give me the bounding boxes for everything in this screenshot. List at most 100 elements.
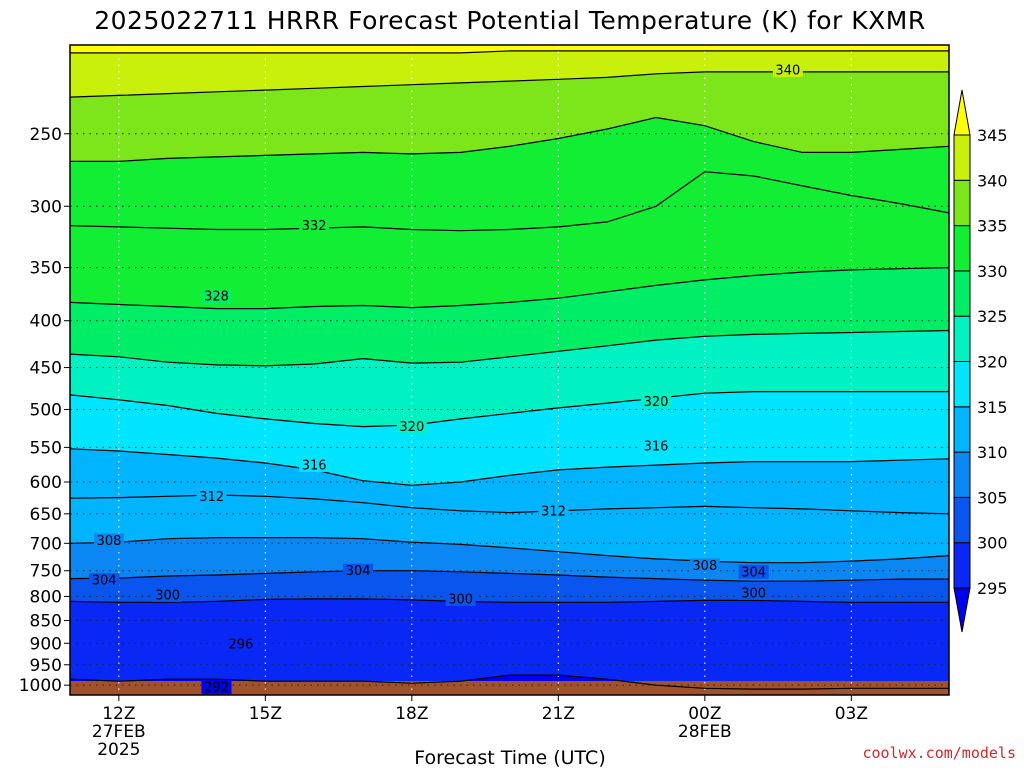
- fill-band-10: [70, 117, 949, 231]
- fill-band-1: [70, 598, 949, 690]
- colorbar-label-335: 335: [977, 217, 1008, 236]
- contour-label-320-4: 320: [399, 420, 424, 435]
- contour-label-bg-16: [738, 585, 769, 600]
- contour-label-bg-14: [152, 587, 183, 602]
- y-tick-label-700: 700: [30, 534, 62, 554]
- fill-band-8: [70, 267, 949, 366]
- fill-band-4: [70, 495, 949, 563]
- colorbar-label-295: 295: [977, 579, 1008, 598]
- y-tick-label-500: 500: [30, 400, 62, 420]
- contour-label-304-13: 304: [92, 574, 117, 589]
- isentrope-320: [70, 391, 949, 428]
- x-tick-label-21Z: 21Z: [542, 704, 575, 724]
- colorbar-segment-305-310: [953, 451, 971, 498]
- fill-band-7: [70, 330, 949, 427]
- colorbar-extend-bottom: [953, 587, 971, 633]
- fill-band-12: [70, 50, 949, 98]
- x-tick-label-03Z: 03Z: [835, 704, 868, 724]
- contour-label-bg-1: [299, 218, 330, 233]
- contour-label-328-2: 328: [204, 290, 229, 305]
- x-tick-label-18Z: 18Z: [395, 704, 428, 724]
- isentrope-332: [70, 171, 949, 232]
- y-tick-label-900: 900: [30, 634, 62, 654]
- contour-label-bg-9: [94, 533, 125, 548]
- x-tick-date-00Z: 28FEB: [678, 722, 732, 742]
- plot-frame: [69, 44, 950, 696]
- y-tick-label-750: 750: [30, 562, 62, 582]
- contour-label-304-11: 304: [346, 564, 371, 579]
- colorbar-label-330: 330: [977, 262, 1008, 281]
- contour-label-296-17: 296: [229, 638, 254, 653]
- contour-label-bg-4: [396, 419, 427, 434]
- colorbar: 295 300 305 310 315 320 325 330 335 340 345: [953, 89, 1008, 633]
- fill-band-13: [70, 45, 949, 53]
- y-tick-label-950: 950: [30, 656, 62, 676]
- ground-surface: [70, 681, 949, 695]
- colorbar-label-300: 300: [977, 534, 1008, 553]
- colorbar-label-345: 345: [977, 126, 1008, 145]
- contour-label-300-14: 300: [155, 588, 180, 603]
- isentrope-336: [70, 116, 949, 162]
- contour-label-bg-15: [445, 591, 476, 606]
- contour-label-316-6: 316: [302, 459, 327, 474]
- contour-label-340-0: 340: [775, 64, 800, 79]
- contour-label-300-15: 300: [448, 592, 473, 607]
- contour-label-304-12: 304: [741, 565, 766, 580]
- chart-title: 2025022711 HRRR Forecast Potential Tempe…: [94, 6, 926, 35]
- contour-label-bg-6: [299, 458, 330, 473]
- plot-area: 340 332 328 320 320 316 316 312 312 308 308 304 304 3…: [69, 44, 950, 696]
- contour-label-332-1: 332: [302, 219, 327, 234]
- isentrope-304: [70, 570, 949, 582]
- colorbar-segment-295-300: [953, 542, 971, 589]
- y-tick-label-350: 350: [30, 259, 62, 279]
- y-tick-label-400: 400: [30, 312, 62, 332]
- colorbar-segment-300-305: [953, 496, 971, 544]
- contour-label-bg-13: [89, 573, 120, 588]
- contour-label-308-10: 308: [692, 559, 717, 574]
- contour-label-bg-17: [225, 637, 256, 652]
- colorbar-segment-335-340: [953, 179, 971, 227]
- fill-band-3: [70, 537, 949, 582]
- contour-labels: 340 332 328 320 320 316 316 312 312 308 308 304 304 3…: [89, 63, 803, 696]
- colorbar-extend-top: [953, 89, 971, 136]
- y-tick-label-800: 800: [30, 587, 62, 607]
- fill-band-9: [70, 171, 949, 309]
- y-tick-label-550: 550: [30, 438, 62, 458]
- contour-label-292-18: 292: [204, 681, 229, 696]
- colorbar-segment-310-315: [953, 406, 971, 453]
- contour-label-bg-3: [641, 394, 671, 409]
- contour-label-bg-8: [538, 503, 569, 518]
- y-tick-label-600: 600: [30, 473, 62, 493]
- y-tick-label-650: 650: [30, 505, 62, 525]
- isentrope-316: [70, 448, 949, 486]
- isentrope-308: [70, 537, 949, 564]
- contour-label-316-5: 316: [644, 439, 669, 454]
- fill-band-11: [70, 71, 949, 162]
- contour-label-bg-12: [738, 564, 769, 579]
- contour-label-300-16: 300: [741, 586, 766, 601]
- y-tick-label-450: 450: [30, 359, 62, 379]
- contour-label-bg-0: [772, 63, 803, 78]
- colorbar-label-320: 320: [977, 353, 1008, 372]
- colorbar-segment-315-320: [953, 361, 971, 408]
- isentrope-296: [70, 674, 949, 690]
- contour-label-bg-18: [201, 680, 232, 695]
- colorbar-segment-320-325: [953, 315, 971, 363]
- colorbar-segment-340-345: [953, 134, 971, 181]
- colorbar-label-310: 310: [977, 443, 1008, 462]
- isentrope-328: [70, 267, 949, 310]
- contour-label-bg-2: [201, 289, 232, 304]
- isentrope-344: [70, 50, 949, 54]
- y-tick-label-850: 850: [30, 612, 62, 632]
- x-axis-label: Forecast Time (UTC): [414, 747, 605, 768]
- colorbar-label-315: 315: [977, 398, 1008, 417]
- contour-label-312-7: 312: [199, 490, 224, 505]
- contour-label-312-8: 312: [541, 504, 566, 519]
- colorbar-segment-325-330: [953, 270, 971, 317]
- x-tick-date-12Z: 27FEB: [92, 722, 146, 742]
- y-tick-label-300: 300: [30, 197, 62, 217]
- y-tick-label-250: 250: [30, 125, 62, 145]
- isentrope-300: [70, 598, 949, 603]
